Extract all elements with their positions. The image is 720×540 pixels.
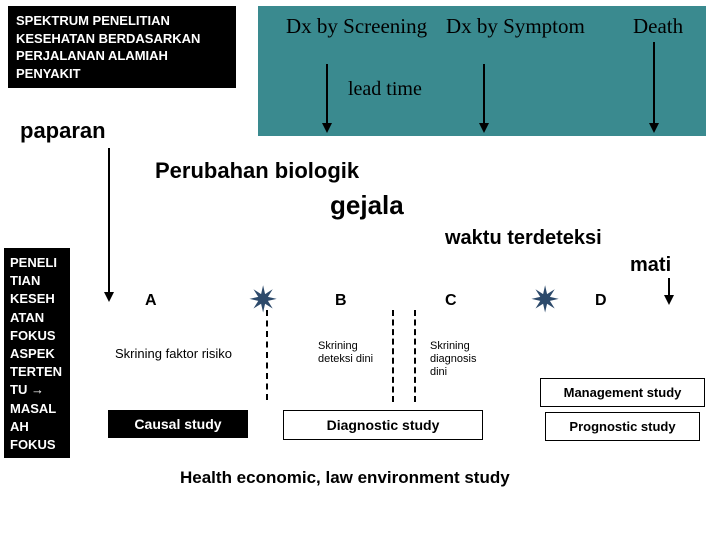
management-study-box: Management study <box>540 378 705 407</box>
dx-screening-label: Dx by Screening <box>286 14 427 39</box>
arrow-head <box>479 123 489 133</box>
causal-study-box: Causal study <box>108 410 248 438</box>
prognostic-study-box: Prognostic study <box>545 412 700 441</box>
arrow-head <box>104 292 114 302</box>
death-label: Death <box>633 14 683 39</box>
mati-label: mati <box>630 254 671 277</box>
arrow-line <box>108 148 110 293</box>
arrow-head <box>649 123 659 133</box>
dash-divider <box>392 310 394 402</box>
sidebar-box: PENELITIAN KESEHATAN FOKUS ASPEK TERTENT… <box>4 248 70 458</box>
dash-divider <box>266 310 268 400</box>
arrow-line <box>483 64 485 124</box>
arrow-head <box>664 295 674 305</box>
footer-study-label: Health economic, law environment study <box>180 468 510 488</box>
sidebar-text: PENELITIAN KESEHATAN FOKUS ASPEK TERTENT… <box>10 255 62 452</box>
dash-divider <box>414 310 416 402</box>
dx-symptom-label: Dx by Symptom <box>446 14 585 39</box>
gejala-label: gejala <box>330 190 404 221</box>
teal-box: Dx by Screening Dx by Symptom Death lead… <box>258 6 706 136</box>
biologik-label: Perubahan biologik <box>155 158 359 184</box>
skrining-diagnosis: Skrining diagnosis dini <box>430 340 490 380</box>
waktu-label: waktu terdeteksi <box>445 227 602 250</box>
starburst-icon: ✷ <box>248 282 278 318</box>
paparan-label: paparan <box>20 118 106 144</box>
stage-c: C <box>445 292 457 310</box>
arrow-line <box>653 42 655 124</box>
arrow-head <box>322 123 332 133</box>
starburst-icon: ✷ <box>530 282 560 318</box>
arrow-line <box>326 64 328 124</box>
title-box: SPEKTRUM PENELITIAN KESEHATAN BERDASARKA… <box>8 6 236 88</box>
lead-time-label: lead time <box>348 78 422 101</box>
stage-b: B <box>335 292 347 310</box>
skrining-risiko: Skrining faktor risiko <box>115 346 232 362</box>
stage-a: A <box>145 292 157 310</box>
diagnostic-study-box: Diagnostic study <box>283 410 483 440</box>
skrining-deteksi: Skrining deteksi dini <box>318 340 378 366</box>
arrow-line <box>668 278 670 296</box>
stage-d: D <box>595 292 607 310</box>
